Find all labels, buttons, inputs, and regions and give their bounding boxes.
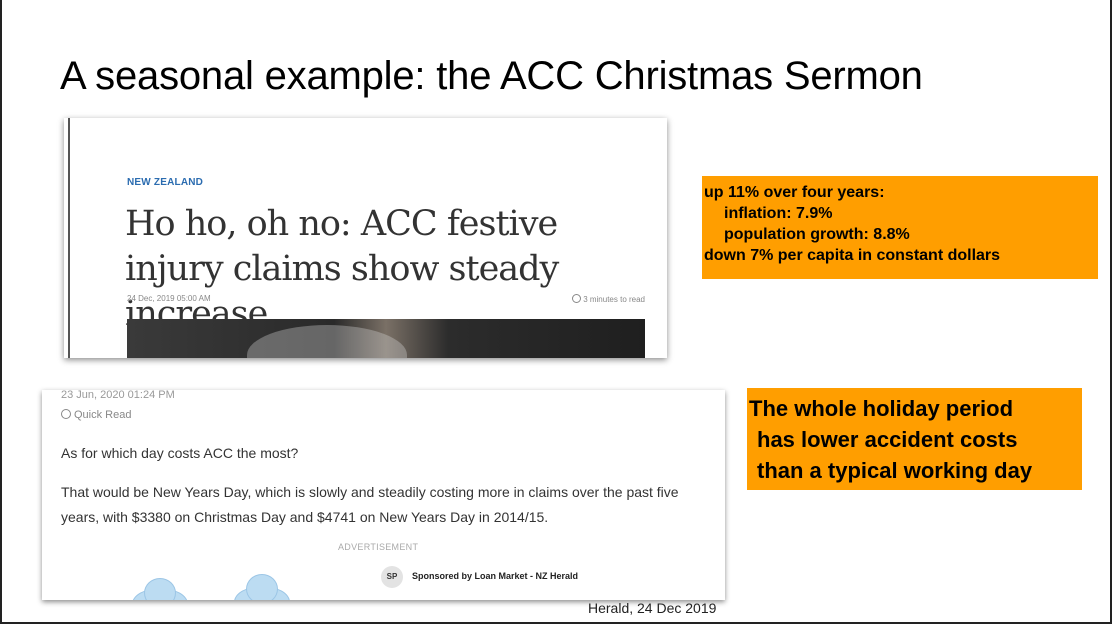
stats-line-1: up 11% over four years: <box>704 182 1098 203</box>
article-screenshot-bottom: 23 Jun, 2020 01:24 PM Quick Read As for … <box>42 390 725 600</box>
article-screenshot-top: NEW ZEALAND Ho ho, oh no: ACC festive in… <box>64 118 667 358</box>
conclusion-line-2: has lower accident costs <box>757 427 1018 452</box>
article-date: 24 Dec, 2019 05:00 AM <box>127 294 211 303</box>
read-time-text: 3 minutes to read <box>583 295 645 304</box>
photo-figure <box>247 325 407 358</box>
article-headline: Ho ho, oh no: ACC festive injury claims … <box>125 204 559 334</box>
cloud-icon <box>232 572 290 600</box>
slide-title: A seasonal example: the ACC Christmas Se… <box>60 54 923 98</box>
stats-callout: up 11% over four years: inflation: 7.9% … <box>702 176 1098 279</box>
stats-up-rest: over four years: <box>759 184 885 201</box>
quick-read-text: Quick Read <box>74 409 132 421</box>
article-photo <box>127 319 645 358</box>
conclusion-callout: The whole holiday period has lower accid… <box>747 388 1082 490</box>
stats-line-inflation: inflation: 7.9% <box>724 205 833 222</box>
conclusion-line-3: than a typical working day <box>757 458 1033 483</box>
stats-down-rest: 7% per capita in constant dollars <box>745 247 1001 264</box>
article-paragraph: That would be New Years Day, which is sl… <box>61 484 679 525</box>
cloud-icon <box>130 576 188 600</box>
clock-icon <box>572 294 582 303</box>
divider <box>68 118 70 358</box>
stats-line-4: down 7% per capita in constant dollars <box>704 245 1098 266</box>
sponsor-text: Sponsored by Loan Market - NZ Herald <box>412 571 579 581</box>
source-caption: Herald, 24 Dec 2019 <box>588 600 717 616</box>
sponsor-avatar: SP <box>381 566 403 588</box>
article-date: 23 Jun, 2020 01:24 PM <box>61 390 175 401</box>
conclusion-line-1: The whole holiday period <box>749 396 1014 421</box>
clock-icon <box>61 409 71 419</box>
article-read-time: 3 minutes to read <box>572 294 645 304</box>
advertisement-label: ADVERTISEMENT <box>338 542 419 552</box>
stats-down-label: down <box>704 247 746 264</box>
stats-line-population: population growth: 8.8% <box>724 226 910 243</box>
stats-up-label: up 11% <box>704 184 760 201</box>
quick-read: Quick Read <box>61 409 131 421</box>
article-section-kicker: NEW ZEALAND <box>127 177 204 188</box>
article-question: As for which day costs ACC the most? <box>61 445 299 461</box>
